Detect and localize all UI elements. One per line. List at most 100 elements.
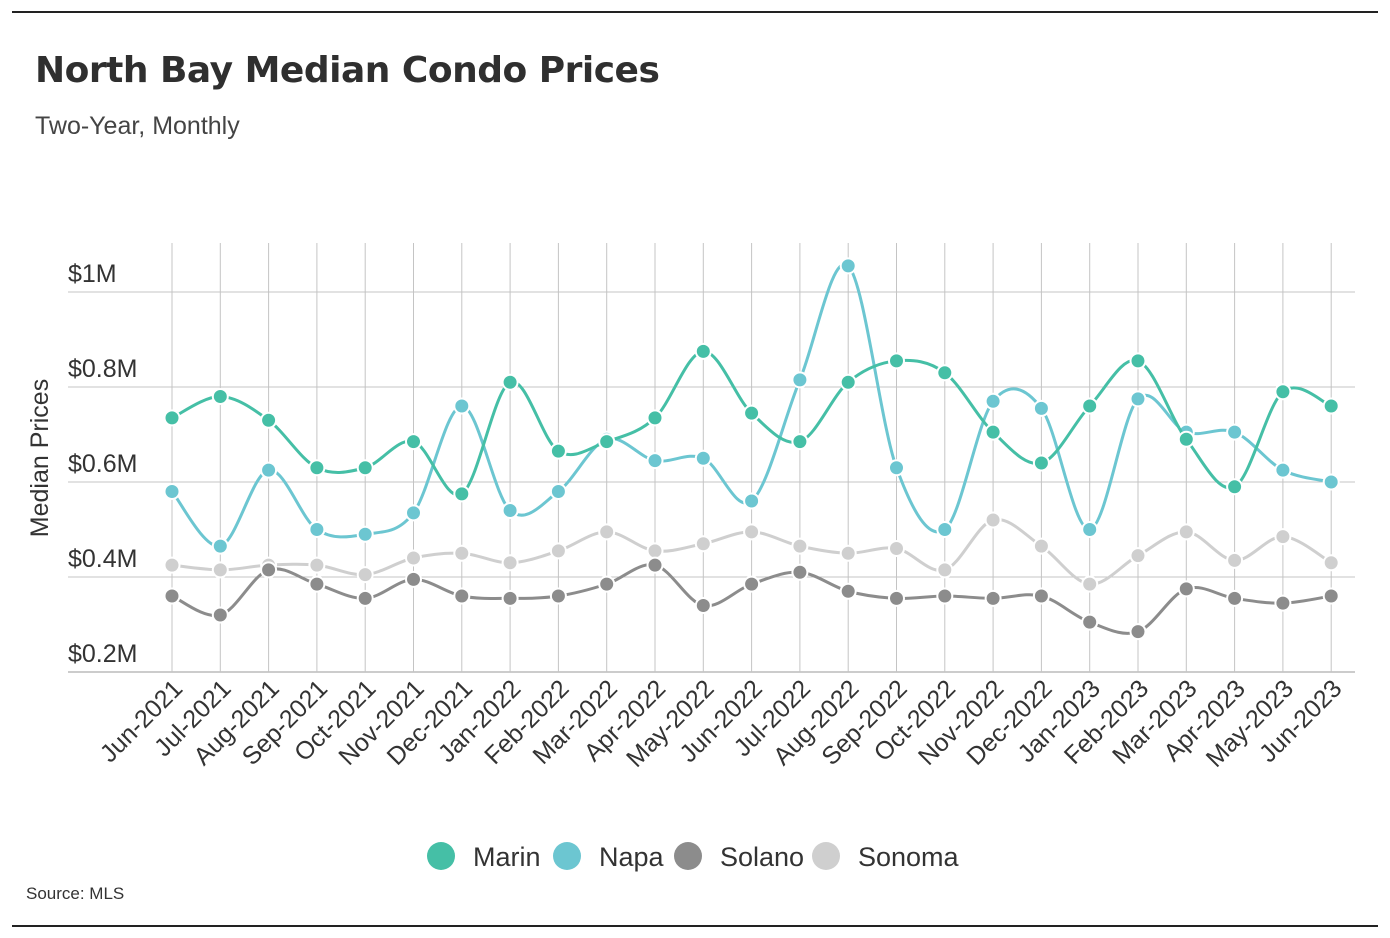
sonoma-point xyxy=(936,561,954,579)
napa-point xyxy=(1129,390,1147,408)
solano-point xyxy=(839,582,857,600)
legend-label: Marin xyxy=(473,842,541,872)
napa-point xyxy=(743,492,761,510)
sonoma-point xyxy=(1322,554,1340,572)
solano-point xyxy=(984,589,1002,607)
solano-point xyxy=(308,575,326,593)
napa-point xyxy=(791,371,809,389)
marin-point xyxy=(1177,430,1195,448)
marin-point xyxy=(260,411,278,429)
solano-point xyxy=(1032,587,1050,605)
napa-point xyxy=(405,504,422,522)
sonoma-point xyxy=(501,554,519,572)
napa-point xyxy=(1226,423,1244,441)
series-napa xyxy=(163,257,1340,555)
marin-point xyxy=(211,388,229,405)
solano-point xyxy=(1177,580,1195,598)
marin-point xyxy=(936,364,954,382)
y-tick-label: $0.4M xyxy=(68,545,137,573)
sonoma-point xyxy=(984,511,1002,529)
sonoma-point xyxy=(598,523,616,541)
solano-point xyxy=(1226,589,1244,607)
sonoma-point xyxy=(211,561,229,579)
solano-point xyxy=(694,597,712,614)
y-tick-label: $0.8M xyxy=(68,355,137,383)
sonoma-point xyxy=(356,566,374,584)
solano-point xyxy=(163,587,181,605)
napa-point xyxy=(308,521,326,538)
series xyxy=(163,257,1340,641)
solano-point xyxy=(549,587,567,605)
napa-point xyxy=(984,392,1002,410)
legend-item-sonoma: Sonoma xyxy=(812,842,960,872)
sonoma-point xyxy=(1226,551,1244,569)
napa-point xyxy=(356,525,374,543)
marin-point xyxy=(1274,383,1292,401)
solano-point xyxy=(1274,594,1292,612)
solano-point xyxy=(1081,613,1099,631)
marin-point xyxy=(1081,397,1099,415)
legend-swatch xyxy=(812,842,840,870)
y-tick-label: $0.6M xyxy=(68,450,137,478)
sonoma-point xyxy=(646,542,664,560)
solano-point xyxy=(1129,623,1147,641)
y-axis-ticks: $0.2M $0.4M $0.6M $0.8M $1M xyxy=(68,260,137,668)
legend-swatch xyxy=(674,842,702,870)
solano-point xyxy=(211,606,229,624)
solano-point xyxy=(405,570,422,588)
sonoma-point xyxy=(1081,575,1099,593)
marin-point xyxy=(1032,454,1050,472)
chart-subtitle: Two-Year, Monthly xyxy=(35,112,240,140)
napa-point xyxy=(1081,521,1099,538)
solano-point xyxy=(356,589,374,607)
solano-point xyxy=(1322,587,1340,605)
legend-label: Napa xyxy=(599,842,665,872)
marin-point xyxy=(646,409,664,427)
marin-point xyxy=(694,342,712,360)
napa-point xyxy=(888,459,905,477)
legend-swatch xyxy=(553,842,581,870)
napa-point xyxy=(260,461,278,479)
y-tick-label: $1M xyxy=(68,260,117,288)
sonoma-point xyxy=(839,544,857,562)
solano-point xyxy=(888,589,905,607)
legend-item-napa: Napa xyxy=(553,842,665,872)
sonoma-point xyxy=(308,556,326,574)
napa-point xyxy=(936,521,954,538)
marin-point xyxy=(1226,478,1244,496)
solano-point xyxy=(453,587,471,605)
napa-point xyxy=(549,483,567,500)
napa-point xyxy=(839,257,857,275)
napa-point xyxy=(453,397,471,415)
sonoma-point xyxy=(743,523,761,541)
solano-point xyxy=(501,589,519,607)
sonoma-point xyxy=(1032,537,1050,555)
napa-point xyxy=(163,483,181,500)
marin-point xyxy=(984,423,1002,441)
solano-point xyxy=(743,575,761,593)
marin-point xyxy=(888,352,905,370)
series-marin xyxy=(163,342,1340,503)
napa-point xyxy=(211,537,229,555)
marin-point xyxy=(1129,352,1147,370)
source-note: Source: MLS xyxy=(26,884,125,903)
series-solano xyxy=(163,556,1340,641)
sonoma-point xyxy=(1129,547,1147,565)
marin-point xyxy=(308,459,326,477)
marin-point xyxy=(549,442,567,460)
legend-label: Sonoma xyxy=(858,842,960,872)
solano-point xyxy=(646,556,664,574)
chart-title: North Bay Median Condo Prices xyxy=(35,50,660,91)
solano-point xyxy=(260,561,278,579)
marin-point xyxy=(743,404,761,422)
sonoma-point xyxy=(163,556,181,574)
marin-point xyxy=(453,485,471,503)
napa-point xyxy=(694,449,712,467)
sonoma-point xyxy=(405,549,422,567)
marin-point xyxy=(791,433,809,451)
bottom-rule xyxy=(12,925,1378,927)
sonoma-point xyxy=(549,542,567,560)
y-tick-label: $0.2M xyxy=(68,640,137,668)
top-rule xyxy=(12,11,1378,13)
